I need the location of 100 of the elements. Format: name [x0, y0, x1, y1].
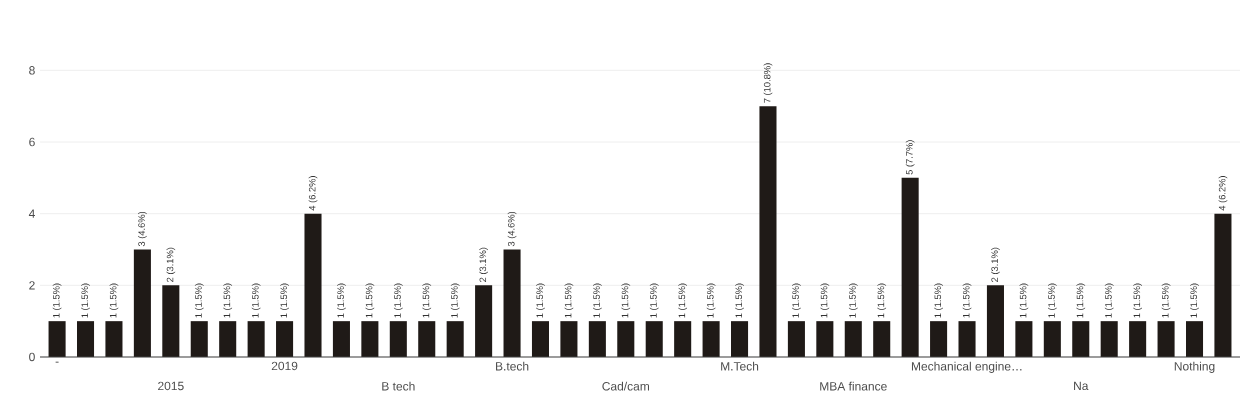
- y-tick-label: 0: [29, 352, 35, 362]
- bar: [133, 249, 151, 357]
- bar: [1100, 321, 1118, 357]
- bar: [1015, 321, 1033, 357]
- bar: [76, 321, 95, 357]
- data-label: 1 (1.5%): [422, 283, 432, 318]
- bar: [1043, 321, 1061, 357]
- bar: [958, 321, 976, 357]
- data-label: 1 (1.5%): [877, 283, 887, 318]
- y-tick-label: 6: [29, 137, 35, 147]
- bar: [588, 321, 606, 357]
- bar: [219, 321, 237, 357]
- data-label: 1 (1.5%): [962, 283, 972, 318]
- bar: [986, 285, 1004, 357]
- data-label: 1 (1.5%): [337, 283, 346, 318]
- data-label: 1 (1.5%): [536, 283, 545, 318]
- data-label: 2 (3.1%): [479, 247, 488, 282]
- bar: [674, 321, 692, 357]
- bar: [418, 321, 436, 357]
- bar: [1129, 321, 1147, 357]
- data-label: 1 (1.5%): [1104, 283, 1114, 318]
- data-label: 1 (1.5%): [81, 283, 90, 318]
- x-tick-label: B.tech: [496, 361, 529, 371]
- bar: [48, 321, 66, 357]
- bar: [190, 321, 208, 357]
- data-label: 1 (1.5%): [223, 283, 233, 318]
- bar: [276, 321, 294, 357]
- data-label: 1 (1.5%): [1047, 283, 1057, 318]
- data-label: 1 (1.5%): [450, 283, 460, 318]
- x-tick-label: -: [55, 361, 59, 363]
- data-label: 1 (1.5%): [194, 283, 204, 318]
- x-tick-label: B tech: [382, 381, 415, 391]
- bar: [560, 321, 578, 357]
- data-label: 4 (6.2%): [308, 176, 318, 211]
- data-label: 1 (1.5%): [365, 283, 375, 318]
- data-label: 1 (1.5%): [848, 283, 858, 318]
- y-tick-label: 2: [29, 281, 35, 290]
- x-tick-label: M.Tech: [721, 361, 759, 371]
- data-label: 1 (1.5%): [1190, 283, 1199, 318]
- data-label: 1 (1.5%): [1076, 283, 1086, 318]
- data-label: 1 (1.5%): [621, 283, 631, 318]
- bar: [816, 321, 834, 357]
- data-label: 2 (3.1%): [166, 247, 176, 282]
- data-label: 1 (1.5%): [593, 283, 602, 318]
- x-tick-label: Na: [1074, 381, 1089, 391]
- bar: [304, 213, 322, 357]
- bar: [247, 321, 265, 357]
- data-label: 1 (1.5%): [649, 283, 659, 318]
- bar: [475, 285, 493, 357]
- data-label: 1 (1.5%): [109, 283, 119, 318]
- data-label: 1 (1.5%): [251, 283, 261, 318]
- data-label: 1 (1.5%): [1133, 283, 1142, 318]
- data-label: 7 (10.8%): [763, 63, 773, 103]
- bar: [446, 321, 464, 357]
- bar: [162, 285, 180, 357]
- data-label: 1 (1.5%): [564, 283, 574, 318]
- bar: [1157, 321, 1175, 357]
- bar: [731, 321, 749, 357]
- bar: [645, 321, 663, 357]
- y-tick-label: 4: [28, 209, 35, 218]
- data-label: 1 (1.5%): [393, 283, 403, 318]
- bar: [873, 321, 891, 357]
- y-tick-label: 8: [29, 66, 35, 75]
- bar: [105, 321, 123, 357]
- data-label: 5 (7.7%): [905, 140, 915, 175]
- data-label: 4 (6.2%): [1218, 176, 1228, 211]
- bar: [531, 321, 550, 357]
- x-tick-label: Nothing: [1174, 361, 1215, 373]
- bar: [617, 321, 635, 357]
- x-tick-label: MBA finance: [820, 381, 887, 391]
- data-label: 1 (1.5%): [1019, 283, 1029, 318]
- bar: [1072, 321, 1090, 357]
- bar: [759, 106, 777, 357]
- data-label: 1 (1.5%): [678, 283, 687, 318]
- bar: [702, 321, 720, 357]
- x-tick-label: 2019: [271, 361, 298, 371]
- data-label: 2 (3.1%): [991, 247, 1000, 282]
- data-label: 1 (1.5%): [280, 283, 289, 318]
- data-label: 1 (1.5%): [792, 283, 801, 318]
- bar: [1214, 213, 1232, 357]
- data-label: 1 (1.5%): [1161, 283, 1171, 318]
- data-label: 3 (4.6%): [138, 211, 147, 247]
- bar: [389, 321, 407, 357]
- x-tick-label: 2015: [158, 381, 184, 391]
- data-label: 1 (1.5%): [735, 283, 744, 318]
- x-tick-label: Cad/cam: [602, 381, 649, 391]
- data-label: 1 (1.5%): [820, 283, 830, 318]
- bar: [930, 321, 948, 357]
- bar: [787, 321, 805, 357]
- data-label: 1 (1.5%): [934, 283, 943, 318]
- data-label: 3 (4.6%): [507, 211, 517, 247]
- x-tick-label: Mechanical engine…: [911, 361, 1022, 373]
- bar: [332, 321, 350, 357]
- bar: [901, 177, 919, 357]
- data-label: 1 (1.5%): [52, 283, 62, 318]
- bar: [1185, 321, 1204, 357]
- bar: [503, 249, 521, 357]
- bar: [361, 321, 379, 357]
- data-label: 1 (1.5%): [706, 283, 716, 318]
- bar: [844, 321, 862, 357]
